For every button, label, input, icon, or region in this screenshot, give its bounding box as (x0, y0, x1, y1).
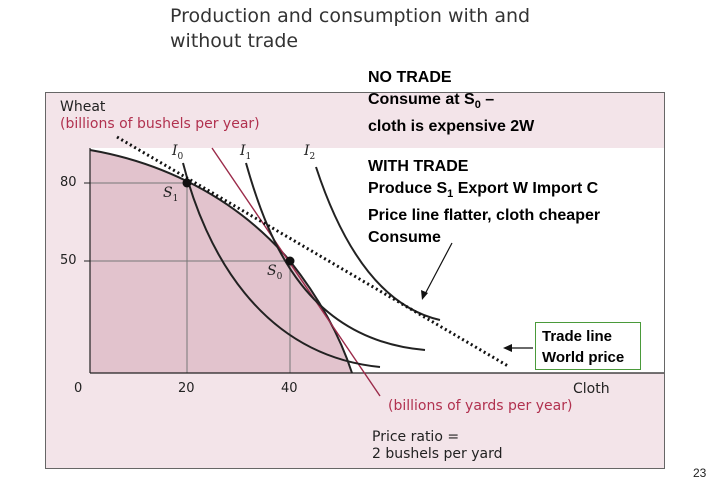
indifference-curve-i2 (315, 166, 441, 321)
point-label-s1: S1 (163, 185, 179, 204)
point-s0 (285, 256, 295, 266)
y-axis-units: (billions of bushels per year) (60, 116, 260, 132)
price-ratio-label-1: Price ratio = (372, 429, 460, 445)
trade-box-line-1: Trade line (542, 328, 613, 345)
x-axis-title: Cloth (573, 381, 610, 397)
slide-title-line-1: Production and consumption with and (170, 5, 531, 27)
no-trade-line-2: cloth is expensive 2W (368, 118, 535, 136)
trade-box-line-2: World price (542, 349, 625, 366)
price-ratio-label-2: 2 bushels per yard (372, 446, 503, 462)
y-tick-80: 80 (60, 175, 77, 190)
curve-label-i2: I2 (304, 143, 316, 162)
y-tick-50: 50 (60, 253, 77, 268)
x-axis-units: (billions of yards per year) (388, 398, 573, 414)
point-label-s0: S0 (267, 263, 283, 282)
curve-label-i1: I1 (240, 143, 252, 162)
no-trade-note: NO TRADE Consume at S0 – cloth is expens… (368, 67, 668, 138)
trade-line-box: Trade line World price (535, 322, 641, 370)
consume-arrow-line (423, 242, 453, 297)
page-number: 23 (693, 466, 707, 480)
x-tick-20: 20 (178, 381, 195, 396)
slide-title-line-2: without trade (170, 30, 299, 52)
indifference-curve-i1 (245, 162, 426, 351)
price-ratio-line (211, 147, 381, 397)
y-axis-title: Wheat (60, 99, 106, 115)
trade-line (116, 135, 509, 368)
with-trade-line-1: Produce S1 Export W Import C (368, 180, 599, 201)
no-trade-line-1: Consume at S0 – (368, 91, 495, 112)
with-trade-line-3: Consume (368, 229, 441, 247)
with-trade-line-2: Price line flatter, cloth cheaper (368, 207, 601, 225)
with-trade-heading: WITH TRADE (368, 158, 469, 175)
indifference-curve-i0 (182, 162, 381, 368)
no-trade-heading: NO TRADE (368, 69, 452, 86)
consume-arrowhead (421, 290, 428, 300)
origin-label: 0 (74, 381, 83, 396)
trade-box-arrowhead (503, 344, 512, 352)
point-s1 (182, 178, 192, 188)
with-trade-note: WITH TRADE Produce S1 Export W Import C … (368, 156, 668, 249)
x-tick-40: 40 (281, 381, 298, 396)
curve-label-i0: I0 (172, 143, 184, 162)
slide-title: Production and consumption with and with… (170, 4, 590, 54)
